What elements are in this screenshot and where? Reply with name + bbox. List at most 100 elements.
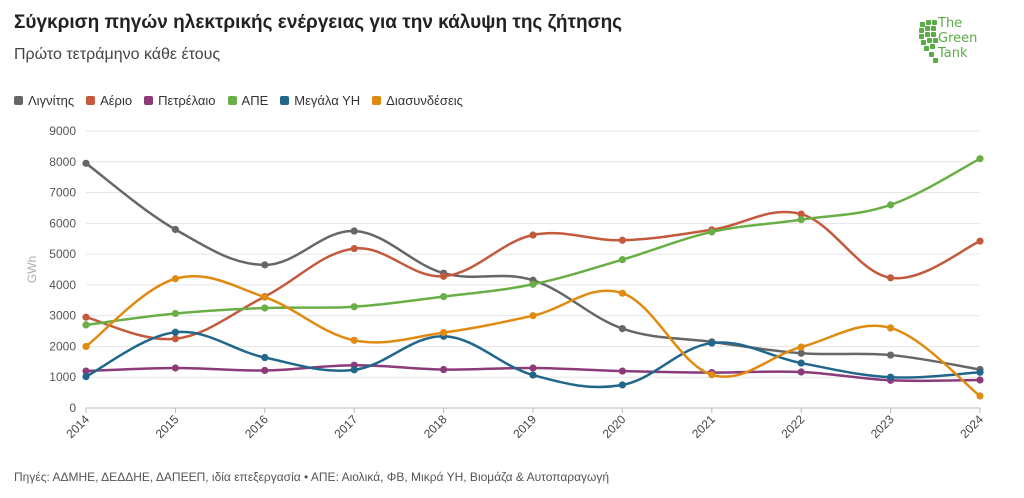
source-note: Πηγές: ΑΔΜΗΕ, ΔΕΔΔΗΕ, ΔΑΠΕΕΠ, ιδία επεξε…: [14, 470, 610, 484]
y-tick-label: 1000: [49, 370, 76, 384]
data-point: [440, 272, 448, 280]
data-point: [261, 261, 269, 269]
legend-swatch: [86, 96, 96, 105]
data-point: [618, 381, 627, 389]
y-tick-label: 7000: [49, 186, 76, 200]
data-point: [350, 244, 358, 253]
legend-swatch: [14, 96, 23, 105]
data-point: [82, 342, 90, 351]
x-tick-label: 2016: [242, 412, 271, 441]
x-tick-label: 2024: [957, 412, 986, 441]
data-point: [618, 256, 627, 264]
logo-text: The Green Tank: [938, 16, 978, 61]
y-tick-label: 0: [69, 401, 76, 415]
y-tick-label: 3000: [49, 309, 76, 323]
data-point: [261, 293, 269, 301]
series-line: [85, 162, 981, 371]
data-point: [618, 289, 627, 297]
x-tick-label: 2015: [153, 412, 182, 441]
data-point: [797, 210, 805, 218]
series-line: [85, 157, 981, 327]
data-point: [529, 312, 537, 320]
data-point: [529, 371, 537, 379]
data-point: [350, 303, 358, 311]
legend: Λιγνίτης Αέριο Πετρέλαιο ΑΠΕ Μεγάλα ΥΗ Διασυν…: [14, 93, 463, 108]
data-point: [82, 313, 90, 321]
legend-label: Μεγάλα ΥΗ: [294, 93, 361, 108]
data-point: [529, 280, 537, 288]
legend-item[interactable]: Λιγνίτης: [14, 93, 74, 108]
y-tick-label: 5000: [49, 247, 76, 261]
legend-swatch: [280, 96, 290, 105]
legend-label: Λιγνίτης: [28, 93, 75, 108]
chart-subtitle: Πρώτο τετράμηνο κάθε έτους: [14, 46, 221, 63]
data-point: [171, 364, 179, 372]
data-point: [976, 155, 984, 163]
legend-swatch: [372, 96, 382, 105]
y-tick-label: 4000: [49, 278, 76, 292]
data-point: [529, 364, 537, 372]
data-point: [708, 339, 716, 347]
data-point: [797, 368, 805, 376]
y-tick-label: 6000: [49, 216, 76, 230]
series-line: [85, 274, 981, 397]
y-tick-label: 9000: [49, 124, 76, 138]
data-point: [350, 366, 358, 374]
data-point: [618, 236, 627, 244]
data-point: [261, 353, 269, 362]
legend-item[interactable]: ΑΠΕ: [227, 93, 269, 108]
x-tick-label: 2019: [510, 412, 539, 441]
data-point: [976, 376, 984, 384]
data-point: [171, 275, 179, 283]
data-point: [618, 367, 627, 375]
y-tick-label: 2000: [49, 339, 76, 353]
y-axis-label: GWh: [25, 256, 39, 283]
data-point: [708, 371, 716, 379]
legend-swatch: [227, 96, 237, 105]
data-point: [976, 392, 984, 400]
data-point: [797, 343, 805, 351]
data-point: [82, 159, 90, 167]
legend-label: ΑΠΕ: [241, 93, 269, 108]
data-point: [171, 225, 179, 234]
data-point: [82, 367, 90, 375]
x-tick-label: 2020: [600, 412, 629, 441]
x-tick-label: 2023: [868, 412, 897, 441]
legend-label: Πετρέλαιο: [158, 93, 216, 108]
data-point: [887, 351, 895, 359]
data-point: [887, 324, 895, 332]
data-point: [171, 335, 179, 343]
data-point: [171, 309, 179, 318]
x-tick-label: 2021: [689, 412, 718, 441]
data-point: [708, 228, 716, 236]
legend-item[interactable]: Αέριο: [86, 93, 132, 108]
series-line: [85, 330, 981, 389]
series-line: [85, 210, 981, 341]
data-point: [350, 336, 358, 344]
legend-item[interactable]: Μεγάλα ΥΗ: [280, 93, 360, 108]
data-point: [887, 201, 895, 209]
legend-label: Αέριο: [100, 93, 133, 108]
data-point: [887, 373, 895, 381]
data-point: [976, 237, 984, 245]
data-point: [82, 321, 90, 329]
chart-title: Σύγκριση πηγών ηλεκτρικής ενέργειας για …: [14, 12, 623, 33]
data-point: [440, 328, 448, 337]
x-tick-label: 2022: [779, 412, 808, 441]
legend-item[interactable]: Πετρέλαιο: [144, 93, 216, 108]
data-point: [440, 292, 448, 301]
legend-item[interactable]: Διασυνδέσεις: [372, 93, 463, 108]
x-tick-label: 2014: [63, 412, 92, 441]
data-point: [440, 365, 448, 374]
data-point: [976, 368, 984, 376]
y-tick-label: 8000: [49, 155, 76, 169]
data-point: [797, 349, 805, 357]
data-point: [171, 328, 179, 336]
data-point: [797, 359, 805, 367]
data-point: [618, 324, 627, 333]
x-tick-label: 2017: [332, 412, 361, 441]
data-point: [350, 227, 358, 235]
data-point: [887, 274, 895, 282]
data-point: [261, 366, 269, 375]
